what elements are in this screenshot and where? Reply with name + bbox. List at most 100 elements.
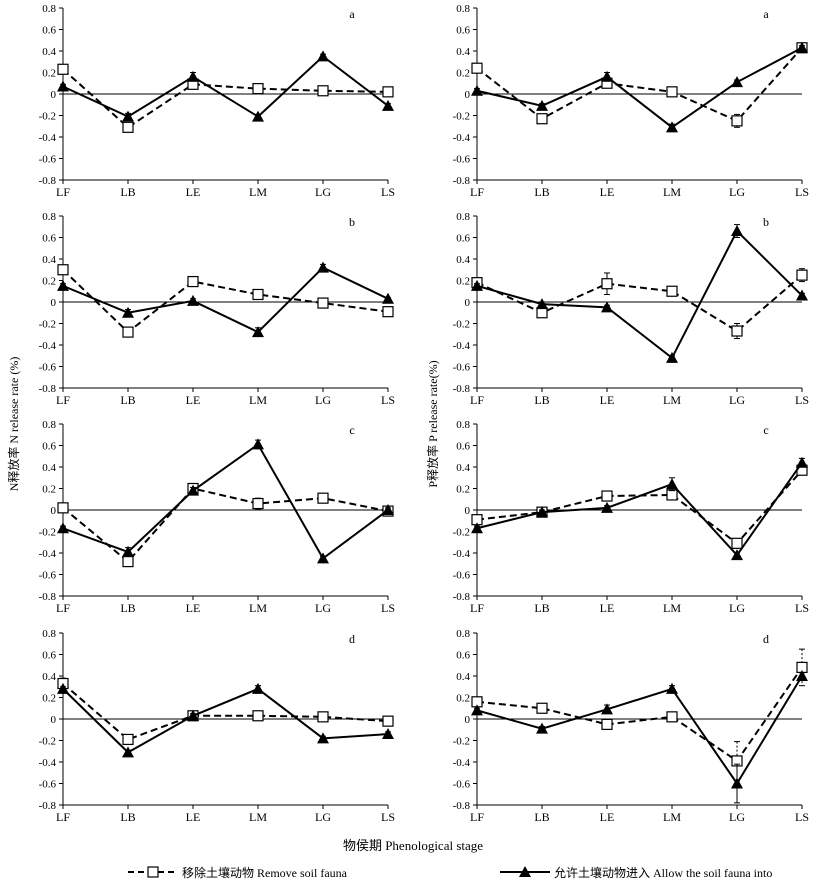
data-point-triangle [666, 121, 678, 133]
legend-item-remove: 移除土壤动物 Remove soil fauna [128, 862, 347, 882]
y-tick-label: 0.8 [42, 3, 56, 15]
data-point-triangle [601, 501, 613, 513]
data-point-square [252, 710, 264, 722]
y-tick-label: 0.8 [456, 211, 470, 223]
y-tick-label: 0 [465, 714, 471, 726]
x-tick-label: LG [315, 185, 331, 199]
x-tick-label: LE [186, 810, 201, 824]
data-point-square [122, 555, 134, 568]
x-tick-label: LG [315, 393, 331, 407]
series-line [62, 68, 389, 129]
x-tick-label: LE [186, 185, 201, 199]
data-point-square [57, 63, 69, 75]
data-point-square [57, 264, 69, 276]
y-tick-label: -0.8 [39, 383, 57, 395]
x-tick-label: LG [315, 601, 331, 615]
y-tick-label: 0.2 [42, 693, 56, 705]
y-tick-label: -0.4 [453, 548, 471, 560]
data-point-triangle [382, 292, 394, 304]
data-point-triangle [536, 506, 548, 518]
x-tick-label: LM [249, 393, 267, 407]
x-tick-label: LS [381, 185, 395, 199]
data-point-triangle [252, 110, 264, 122]
data-point-square [666, 489, 678, 501]
y-tick-label: -0.6 [39, 779, 57, 791]
data-point-square [57, 502, 69, 514]
panel-label: b [763, 215, 769, 229]
x-tick-label: LG [729, 601, 745, 615]
x-tick-label: LM [249, 601, 267, 615]
x-tick-label: LS [795, 601, 809, 615]
series-line [62, 687, 389, 754]
x-tick-label: LE [186, 601, 201, 615]
solid-line-filled-triangle-icon [500, 866, 550, 877]
y-tick-label: -0.6 [39, 362, 57, 374]
x-tick-label: LE [600, 393, 615, 407]
data-point-square [252, 83, 264, 95]
y-tick-label: 0.2 [456, 276, 470, 288]
series-remove-soil-fauna [471, 464, 808, 549]
x-tick-label: LB [534, 185, 549, 199]
series-allow-soil-fauna [57, 50, 394, 122]
data-point-square [382, 715, 394, 727]
y-tick-label: 0 [465, 505, 471, 517]
x-tick-label: LF [56, 185, 70, 199]
y-tick-label: 0.4 [42, 254, 56, 266]
data-point-triangle [187, 70, 199, 82]
x-tick-label: LG [729, 185, 745, 199]
data-point-triangle [317, 50, 329, 62]
data-point-triangle [731, 76, 743, 88]
y-tick-label: -0.8 [453, 591, 471, 603]
data-point-square [536, 702, 548, 714]
series-allow-soil-fauna [471, 456, 808, 561]
data-point-triangle [382, 99, 394, 111]
y-tick-label: -0.8 [39, 591, 57, 603]
y-tick-label: -0.2 [39, 527, 56, 539]
x-tick-label: LB [120, 601, 135, 615]
data-point-triangle [666, 478, 678, 490]
y-tick-label: 0.6 [42, 650, 56, 662]
x-tick-label: LF [470, 393, 484, 407]
x-tick-label: LF [56, 810, 70, 824]
y-tick-label: 0 [51, 505, 57, 517]
data-point-square [382, 86, 394, 98]
series-allow-soil-fauna [471, 224, 808, 363]
series-remove-soil-fauna [57, 677, 394, 746]
y-tick-label: 0.2 [456, 484, 470, 496]
y-tick-label: 0.2 [456, 68, 470, 80]
y-tick-label: -0.6 [453, 570, 471, 582]
y-tick-label: 0.6 [42, 25, 56, 37]
data-point-square [122, 733, 134, 746]
data-point-triangle [796, 289, 808, 301]
data-point-triangle [382, 504, 394, 515]
data-point-square [122, 326, 134, 338]
data-point-square [731, 325, 743, 337]
legend-label-allow: 允许土壤动物进入 Allow the soil fauna into [554, 865, 773, 880]
data-point-triangle [57, 522, 69, 534]
right-y-axis-label: P释放率 P release rate(%) [425, 360, 440, 487]
x-tick-label: LS [381, 810, 395, 824]
x-tick-label: LB [534, 393, 549, 407]
chart-panel-n-b: 0.8 0.6 0.4 0.2 0 -0.2 -0.4 -0.6 -0.8LF LB LE LM LG L… [39, 211, 395, 407]
y-tick-label: 0.8 [42, 211, 56, 223]
data-point-triangle [796, 456, 808, 468]
x-tick-label: LM [249, 185, 267, 199]
x-tick-label: LB [534, 810, 549, 824]
data-point-triangle [536, 298, 548, 310]
data-point-triangle [601, 703, 613, 715]
data-point-square [666, 711, 678, 723]
data-point-triangle [317, 261, 329, 273]
x-tick-label: LS [795, 185, 809, 199]
series-line [476, 666, 803, 763]
y-tick-label: 0.6 [456, 650, 470, 662]
y-tick-label: -0.6 [453, 154, 471, 166]
data-point-square [601, 718, 613, 730]
y-tick-label: 0.6 [456, 25, 470, 37]
x-tick-label: LF [56, 393, 70, 407]
data-point-triangle [252, 438, 264, 450]
x-tick-label: LF [470, 601, 484, 615]
data-point-triangle [796, 670, 808, 681]
data-point-triangle [57, 279, 69, 291]
data-point-triangle [731, 549, 743, 561]
data-point-triangle [317, 552, 329, 564]
